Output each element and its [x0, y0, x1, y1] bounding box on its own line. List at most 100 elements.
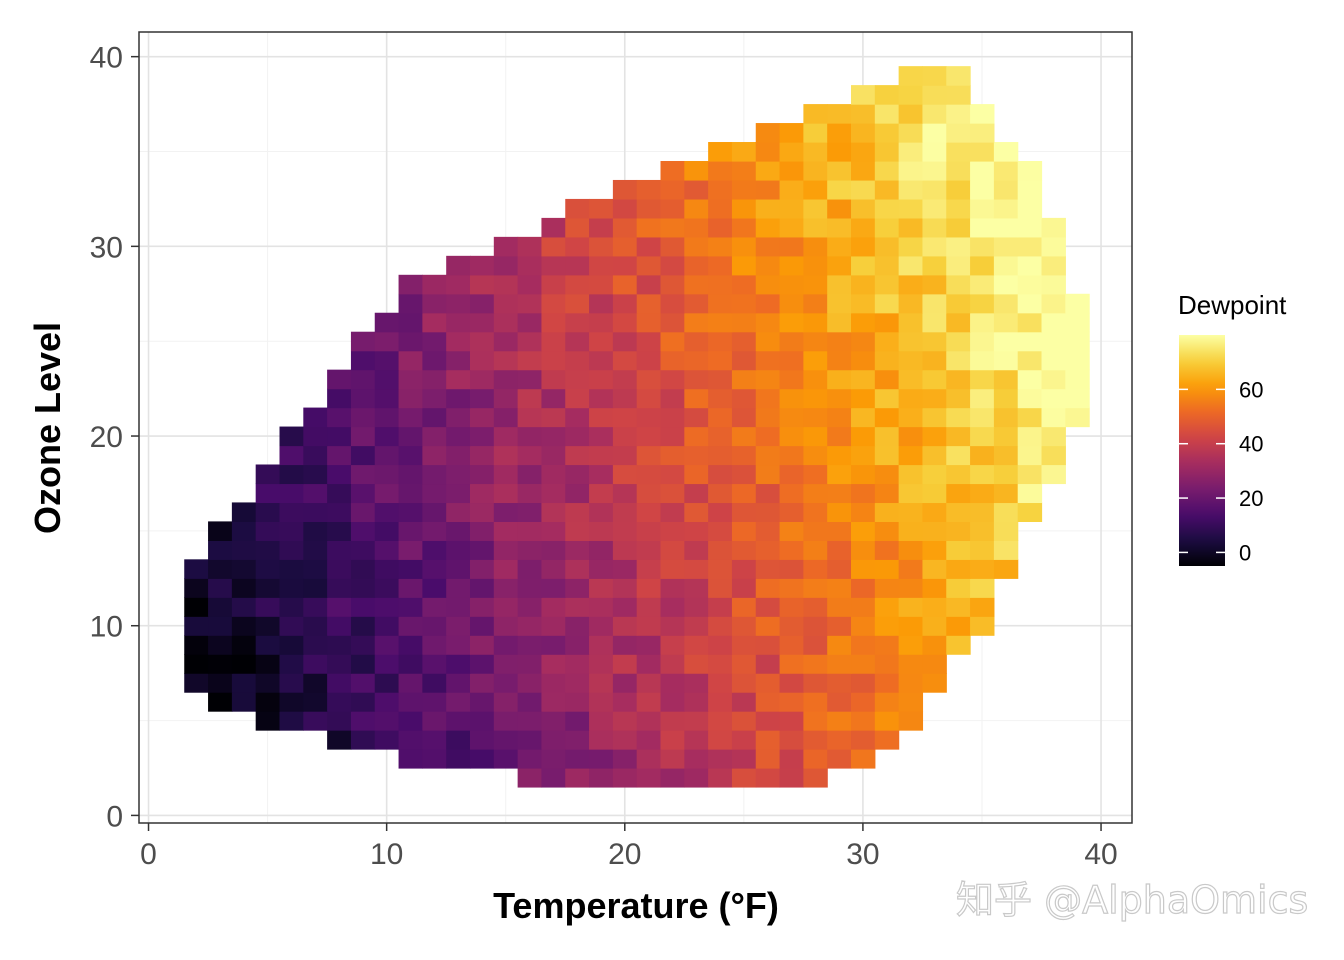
- heatmap-cell: [636, 255, 662, 276]
- x-axis-title: Temperature (°F): [493, 885, 779, 926]
- heatmap-cell: [922, 426, 947, 447]
- heatmap-cell: [755, 142, 781, 162]
- heatmap-cell: [541, 293, 566, 314]
- heatmap-cell: [350, 331, 376, 352]
- heatmap-cell: [922, 407, 947, 428]
- heatmap-cell: [184, 654, 209, 674]
- heatmap-cell: [541, 388, 566, 409]
- heatmap-cell: [755, 369, 781, 390]
- heatmap-cell: [755, 217, 781, 238]
- heatmap-cell: [1017, 464, 1043, 485]
- heatmap-cell: [970, 123, 995, 143]
- heatmap-cell: [755, 160, 781, 181]
- heatmap-cell: [993, 559, 1019, 579]
- heatmap-cell: [589, 483, 614, 504]
- heatmap-cell: [898, 217, 924, 238]
- heatmap-cell: [1017, 483, 1043, 504]
- heatmap-cell: [589, 293, 614, 314]
- heatmap-cell: [946, 217, 971, 238]
- heatmap-cell: [684, 179, 709, 200]
- heatmap-cell: [660, 426, 685, 447]
- heatmap-cell: [684, 483, 709, 504]
- heatmap-cell: [1041, 369, 1066, 390]
- heatmap-cell: [946, 597, 971, 617]
- heatmap-cell: [612, 730, 638, 750]
- heatmap-cell: [851, 160, 876, 181]
- heatmap-cell: [1017, 369, 1043, 390]
- heatmap-cell: [589, 767, 614, 788]
- heatmap-cell: [636, 521, 662, 541]
- heatmap-cell: [541, 749, 566, 769]
- heatmap-cell: [684, 464, 709, 485]
- heatmap-cell: [303, 426, 328, 447]
- heatmap-cell: [755, 388, 781, 409]
- heatmap-cell: [327, 597, 352, 617]
- heatmap-cell: [874, 331, 900, 352]
- heatmap-cell: [946, 293, 971, 314]
- heatmap-cell: [327, 445, 352, 466]
- heatmap-cell: [1065, 388, 1090, 409]
- heatmap-cell: [993, 142, 1019, 162]
- heatmap-cell: [803, 104, 828, 124]
- heatmap-cell: [708, 521, 733, 541]
- heatmap-cell: [541, 312, 566, 333]
- heatmap-cell: [350, 426, 376, 447]
- heatmap-cell: [874, 236, 900, 257]
- heatmap-cell: [565, 445, 590, 466]
- heatmap-cell: [946, 104, 971, 124]
- heatmap-cell: [612, 559, 638, 579]
- heatmap-cell: [565, 521, 590, 541]
- heatmap-cell: [446, 464, 471, 485]
- heatmap-cell: [279, 426, 304, 447]
- heatmap-cell: [1017, 445, 1043, 466]
- heatmap-cell: [731, 142, 757, 162]
- heatmap-cell: [374, 350, 400, 371]
- heatmap-cell: [851, 654, 876, 674]
- heatmap-cell: [589, 692, 614, 712]
- heatmap-cell: [374, 369, 400, 390]
- heatmap-cell: [255, 559, 281, 579]
- heatmap-cell: [279, 711, 304, 731]
- heatmap-cell: [684, 635, 709, 655]
- heatmap-cell: [374, 616, 400, 636]
- heatmap-cell: [422, 369, 447, 390]
- heatmap-cell: [255, 673, 281, 693]
- heatmap-cell: [874, 123, 900, 143]
- heatmap-cell: [231, 635, 257, 655]
- heatmap-cell: [303, 635, 328, 655]
- heatmap-cell: [493, 673, 519, 693]
- heatmap-cell: [446, 597, 471, 617]
- heatmap-cell: [517, 635, 543, 655]
- heatmap-cell: [731, 369, 757, 390]
- heatmap-cell: [708, 749, 733, 769]
- heatmap-cell: [255, 711, 281, 731]
- heatmap-cell: [779, 293, 804, 314]
- heatmap-cell: [1017, 388, 1043, 409]
- heatmap-cell: [1017, 236, 1043, 257]
- heatmap-cell: [684, 578, 709, 598]
- heatmap-cell: [922, 635, 947, 655]
- heatmap-cell: [684, 217, 709, 238]
- heatmap-cell: [803, 217, 828, 238]
- heatmap-cell: [898, 616, 924, 636]
- heatmap-cell: [993, 502, 1019, 522]
- heatmap-cell: [684, 616, 709, 636]
- heatmap-cell: [541, 692, 566, 712]
- heatmap-cell: [565, 388, 590, 409]
- heatmap-cell: [398, 540, 423, 560]
- heatmap-cell: [827, 123, 852, 143]
- heatmap-cell: [993, 426, 1019, 447]
- heatmap-cell: [779, 521, 804, 541]
- heatmap-cell: [398, 673, 423, 693]
- heatmap-cell: [755, 483, 781, 504]
- heatmap-cell: [470, 654, 495, 674]
- heatmap-cell: [755, 236, 781, 257]
- heatmap-cell: [684, 236, 709, 257]
- heatmap-cell: [779, 578, 804, 598]
- heatmap-cell: [874, 464, 900, 485]
- heatmap-cell: [612, 369, 638, 390]
- heatmap-cell: [636, 350, 662, 371]
- heatmap-cell: [922, 179, 947, 200]
- heatmap-cell: [898, 142, 924, 162]
- heatmap-cell: [589, 635, 614, 655]
